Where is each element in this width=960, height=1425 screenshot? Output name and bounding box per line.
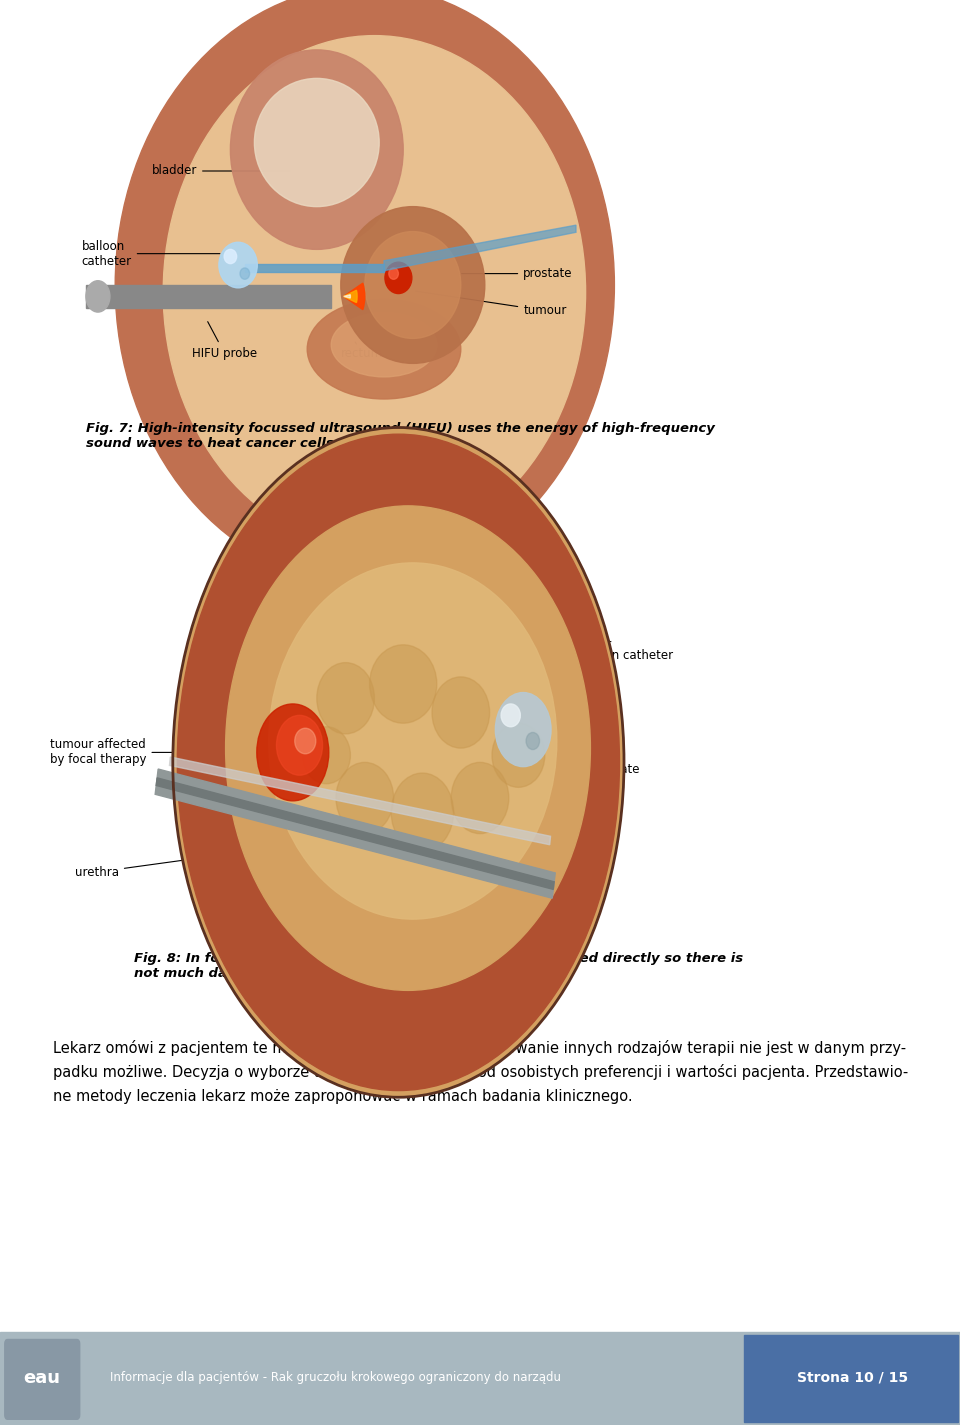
Ellipse shape — [230, 50, 403, 249]
Text: Informacje dla pacjentów - Rak gruczołu krokowego ograniczony do narządu: Informacje dla pacjentów - Rak gruczołu … — [110, 1371, 562, 1385]
Ellipse shape — [331, 314, 437, 376]
Ellipse shape — [389, 268, 398, 279]
Ellipse shape — [501, 704, 520, 727]
Polygon shape — [384, 225, 576, 271]
Polygon shape — [156, 770, 555, 898]
Ellipse shape — [295, 728, 316, 754]
Text: HIFU probe: HIFU probe — [192, 322, 257, 361]
Ellipse shape — [432, 677, 490, 748]
Text: prostate: prostate — [574, 762, 640, 777]
Text: eau: eau — [24, 1369, 60, 1387]
Ellipse shape — [302, 727, 350, 784]
Ellipse shape — [492, 724, 545, 787]
Text: tumour affected
by focal therapy: tumour affected by focal therapy — [50, 738, 254, 767]
Ellipse shape — [269, 563, 557, 919]
Text: rectum: rectum — [341, 342, 383, 361]
Ellipse shape — [163, 36, 586, 549]
Wedge shape — [344, 295, 350, 298]
Text: tumour: tumour — [416, 291, 566, 318]
Ellipse shape — [219, 242, 257, 288]
Text: Lekarz omówi z pacjentem te możliwości leczenia, jeśli zastosowanie innych rodza: Lekarz omówi z pacjentem te możliwości l… — [53, 1040, 908, 1104]
Ellipse shape — [254, 78, 379, 207]
Ellipse shape — [526, 732, 540, 750]
Ellipse shape — [392, 772, 453, 852]
Polygon shape — [156, 778, 554, 889]
Text: Fig. 7: High-intensity focussed ultrasound (HIFU) uses the energy of high-freque: Fig. 7: High-intensity focussed ultrasou… — [86, 422, 715, 450]
Ellipse shape — [224, 249, 236, 264]
Ellipse shape — [85, 281, 109, 312]
Ellipse shape — [370, 644, 437, 724]
Ellipse shape — [115, 0, 614, 584]
Text: bladder: bladder — [454, 637, 612, 651]
Text: Fig. 8: In focal therapy the prostate tumour cells are targeted directly so ther: Fig. 8: In focal therapy the prostate tu… — [134, 952, 744, 980]
Circle shape — [178, 435, 619, 1090]
Ellipse shape — [341, 207, 485, 363]
Text: bladder: bladder — [152, 164, 290, 178]
FancyBboxPatch shape — [0, 1332, 960, 1425]
Wedge shape — [344, 284, 365, 309]
Ellipse shape — [365, 232, 461, 339]
Ellipse shape — [385, 262, 412, 294]
Ellipse shape — [495, 693, 551, 767]
Text: Strona 10 / 15: Strona 10 / 15 — [797, 1371, 908, 1385]
Circle shape — [173, 428, 624, 1097]
Ellipse shape — [276, 715, 323, 775]
Polygon shape — [245, 264, 384, 272]
Polygon shape — [170, 757, 550, 845]
Text: prostate: prostate — [462, 266, 573, 281]
Ellipse shape — [226, 506, 590, 990]
Text: balloon catheter: balloon catheter — [549, 648, 673, 717]
Ellipse shape — [451, 762, 509, 834]
Ellipse shape — [317, 663, 374, 734]
Ellipse shape — [336, 762, 394, 834]
Wedge shape — [344, 291, 357, 302]
FancyBboxPatch shape — [5, 1340, 80, 1419]
Polygon shape — [86, 285, 331, 308]
Ellipse shape — [307, 299, 461, 399]
Text: balloon
catheter: balloon catheter — [82, 239, 220, 268]
Ellipse shape — [240, 268, 250, 279]
Ellipse shape — [257, 704, 328, 801]
Text: urethra: urethra — [75, 852, 239, 879]
FancyBboxPatch shape — [744, 1335, 958, 1422]
